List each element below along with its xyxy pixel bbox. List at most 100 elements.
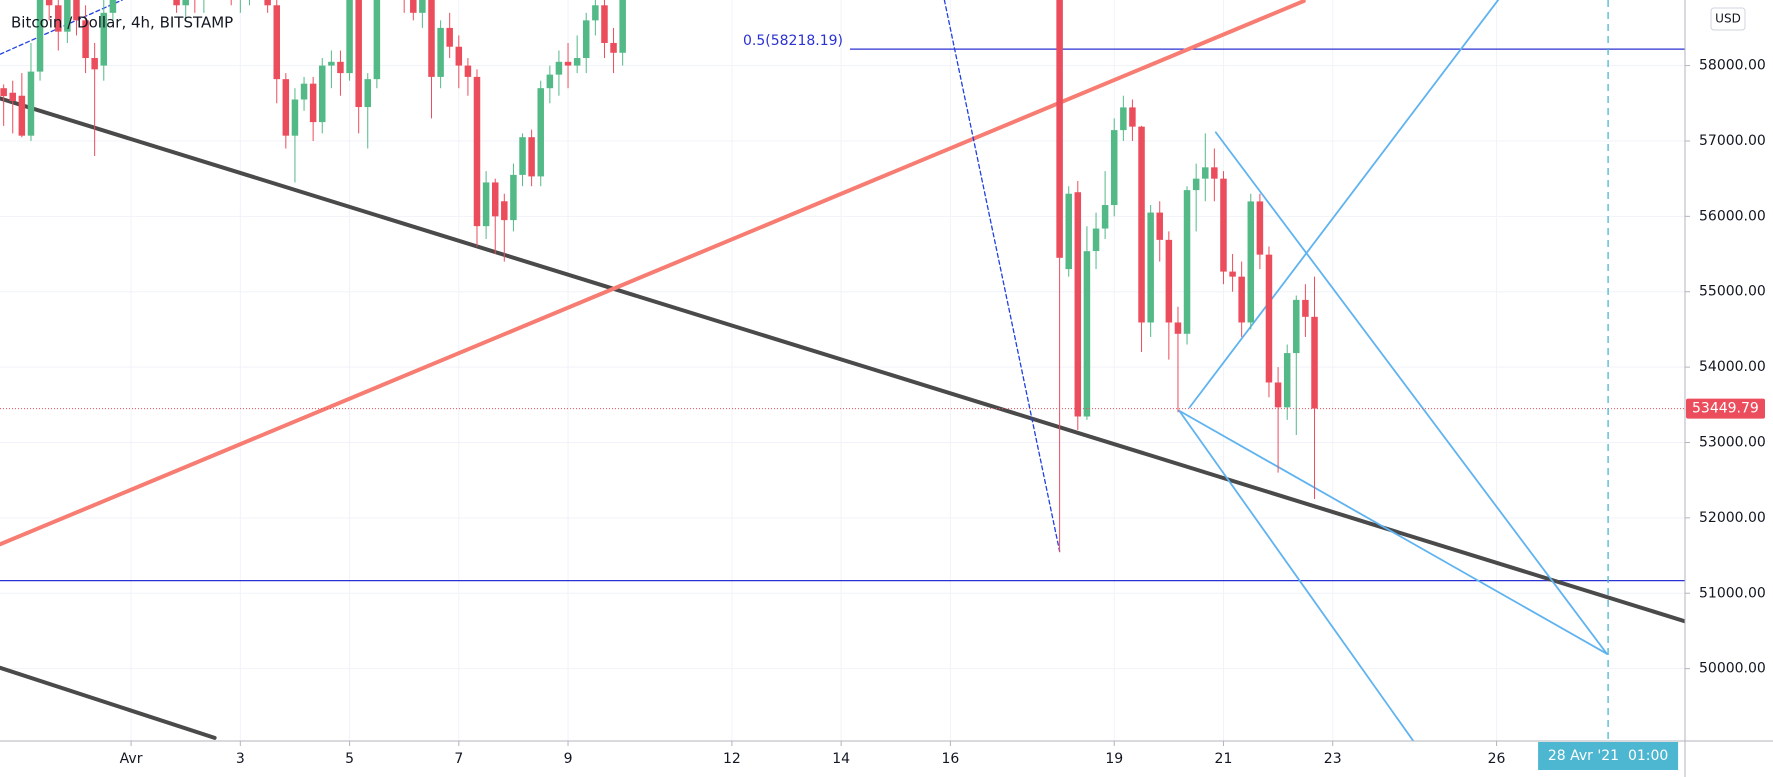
currency[interactable]: USD [1715, 12, 1741, 26]
candle-body [446, 27, 453, 47]
candle-body [1265, 254, 1273, 383]
candle-body [45, 0, 53, 6]
candle-body [273, 5, 281, 80]
candle-body [346, 0, 353, 74]
x-tick-label: 14 [832, 751, 850, 767]
candle-body [510, 174, 517, 221]
y-tick-label: 52000.00 [1699, 510, 1766, 526]
trend-line [1178, 409, 1608, 655]
candle-body [36, 0, 44, 72]
candle-body [592, 5, 599, 21]
candle-body [601, 5, 608, 43]
y-tick-label: 53000.00 [1699, 434, 1766, 450]
x-tick-label: 26 [1488, 751, 1506, 767]
y-tick-label: 57000.00 [1699, 133, 1766, 149]
candle-body [501, 201, 508, 221]
candle-body [173, 0, 180, 6]
y-tick-label: 51000.00 [1699, 585, 1766, 601]
candle-body [1283, 353, 1291, 408]
trend-line [0, 665, 217, 740]
candle-body [1229, 271, 1236, 277]
candle-body [100, 12, 108, 66]
candle-body [1220, 178, 1227, 272]
candle-body [18, 95, 26, 136]
candle-body [1147, 212, 1154, 323]
candle-body [1092, 228, 1100, 252]
x-tick-label: Avr [120, 751, 143, 767]
candle-body [1101, 205, 1109, 229]
y-tick-label: 58000.00 [1699, 58, 1766, 74]
cursor-box [1538, 742, 1679, 770]
candle-body [1156, 212, 1163, 240]
candle-body [282, 79, 290, 136]
y-tick-label: 50000.00 [1699, 661, 1766, 677]
candle-body [564, 61, 572, 66]
candle-body [264, 0, 271, 6]
trend-line [1188, 0, 1500, 409]
chart-title: Bitcoin / Dollar, 4h, BITSTAMP [11, 14, 233, 32]
candle-body [82, 20, 89, 59]
candle-body [437, 27, 444, 77]
x-tick-label: 16 [941, 751, 959, 767]
candle-body [1238, 276, 1245, 323]
candle-body [109, 0, 117, 13]
candle-body [419, 0, 426, 13]
candle-body [364, 79, 372, 108]
currency-box[interactable] [1710, 7, 1746, 31]
candle-body [27, 71, 35, 136]
candle-body [91, 58, 98, 70]
candle-body [546, 74, 554, 89]
candle-body [619, 0, 626, 53]
candle-body [573, 58, 581, 66]
y-tick-label: 56000.00 [1699, 208, 1766, 224]
candle-body [473, 76, 481, 227]
candle-body [1138, 126, 1145, 323]
candle-body [1056, 0, 1063, 258]
x-tick-label: 23 [1324, 751, 1342, 767]
candle-body [1110, 130, 1118, 206]
x-tick-label: 19 [1105, 751, 1123, 767]
candle-body [555, 61, 563, 75]
last-price-label: 53449.79 [1692, 401, 1759, 417]
candle-body [1174, 322, 1182, 334]
trend-line [1214, 131, 1608, 655]
y-tick-label: 54000.00 [1699, 359, 1766, 375]
x-tick-label: 5 [345, 751, 354, 767]
candle-body [373, 0, 381, 80]
candle-body [9, 92, 16, 102]
candle-body [1202, 167, 1209, 179]
candle-body [328, 61, 335, 66]
cursor-label: 28 Avr '21 01:00 [1548, 748, 1668, 764]
axes: 50000.00 51000.00 52000.00 53000.00 54000.00… [120, 58, 1766, 767]
candle-body [309, 83, 317, 123]
candle-body [355, 0, 362, 108]
candle-body [1120, 107, 1127, 131]
x-tick-label: 9 [564, 751, 573, 767]
candle-body [73, 0, 80, 21]
candle-body [1165, 239, 1173, 323]
candle-body [1074, 192, 1082, 417]
candle-body [337, 61, 344, 74]
x-tick-label: 12 [723, 751, 741, 767]
candle-body [491, 182, 499, 217]
candle-body [537, 88, 544, 177]
candle-body [291, 99, 299, 136]
candle-body [464, 65, 472, 77]
candle-body [55, 5, 62, 32]
candle-body [182, 0, 189, 6]
candle-body [482, 182, 490, 227]
trend-line [0, 96, 1685, 624]
candle-body [1183, 190, 1191, 334]
x-tick-label: 3 [236, 751, 245, 767]
candle-body [1129, 107, 1136, 127]
candle-body [1192, 178, 1200, 191]
candle-body [1065, 193, 1072, 270]
candle-body [1256, 201, 1264, 255]
trend-line [1178, 409, 1415, 741]
candle-body [1293, 299, 1300, 354]
candle-body [1083, 251, 1091, 417]
candle-body [300, 83, 308, 100]
candle-body [410, 0, 417, 13]
